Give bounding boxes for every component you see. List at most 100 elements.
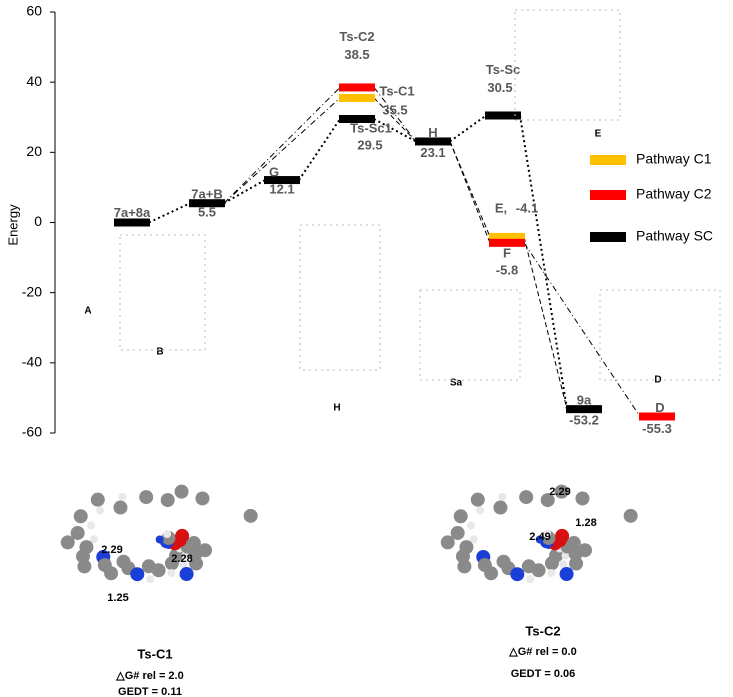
- atom: [163, 530, 172, 539]
- structure-label: Sa: [450, 378, 463, 389]
- atom: [164, 556, 179, 571]
- level-label: H: [428, 125, 437, 140]
- panel-title: Ts-C1: [137, 646, 172, 661]
- structure-label: A: [84, 306, 91, 317]
- atom: [540, 493, 555, 508]
- atom: [467, 521, 476, 530]
- atom: [139, 490, 154, 505]
- y-tick-label: -20: [22, 283, 42, 299]
- atom: [476, 506, 485, 515]
- atom: [543, 530, 552, 539]
- atom: [526, 575, 535, 584]
- connector: [373, 87, 417, 142]
- energy-level: [114, 218, 150, 227]
- level-label: 7a+8a: [114, 205, 151, 220]
- energy-level: [339, 93, 375, 102]
- atom: [113, 500, 128, 515]
- atom: [535, 535, 544, 544]
- legend-label: Pathway C1: [636, 151, 712, 167]
- structure-sketch: [119, 234, 206, 351]
- distance-label: 1.25: [107, 592, 128, 604]
- distance-label: 1.28: [575, 517, 596, 529]
- atom: [559, 566, 574, 581]
- panel-line: GEDT = 0.06: [511, 668, 576, 680]
- atom: [130, 567, 145, 582]
- panel-line: △G# rel = 2.0: [115, 670, 183, 682]
- atom: [186, 536, 201, 551]
- atom: [575, 491, 590, 506]
- atom: [440, 535, 455, 550]
- atom: [179, 566, 194, 581]
- atom: [498, 492, 507, 501]
- atom: [469, 535, 478, 544]
- distance-label: 2.28: [171, 553, 192, 565]
- atom: [559, 560, 568, 569]
- connector: [148, 202, 191, 224]
- atom: [73, 509, 88, 524]
- atom: [160, 493, 175, 508]
- distance-label: 2.29: [549, 486, 570, 498]
- energy-level: [489, 238, 525, 247]
- panel-line: GEDT = 0.11: [118, 686, 182, 697]
- energy-level: [639, 412, 675, 421]
- y-axis-label: Energy: [5, 204, 20, 246]
- atom: [457, 559, 472, 574]
- structure-label: H: [333, 403, 340, 414]
- connector: [223, 87, 341, 204]
- structure-sketch: [419, 289, 521, 381]
- atom: [555, 528, 570, 543]
- connector: [523, 236, 568, 410]
- connector: [449, 114, 487, 143]
- y-tick-label: 0: [34, 213, 42, 229]
- energy-level: [485, 111, 521, 120]
- value-label: 38.5: [344, 47, 369, 62]
- y-tick-label: -60: [22, 424, 42, 440]
- connector: [449, 141, 491, 244]
- atom: [70, 525, 85, 540]
- value-label: 35.5: [382, 102, 407, 117]
- atom: [167, 569, 176, 578]
- distance-label: 2.29: [101, 544, 122, 556]
- y-tick-label: 60: [26, 3, 42, 19]
- value-label: 5.5: [198, 205, 216, 220]
- atom: [453, 509, 468, 524]
- connector: [519, 115, 568, 410]
- atom: [519, 490, 534, 505]
- legend-swatch: [590, 190, 626, 200]
- atom: [60, 535, 75, 550]
- y-tick-label: -40: [22, 354, 42, 370]
- energy-level: [339, 83, 375, 92]
- value-label: -4.1: [516, 200, 538, 215]
- level-label: Ts-C1: [379, 83, 414, 98]
- legend-label: Pathway C2: [636, 186, 712, 202]
- atom: [198, 543, 213, 558]
- level-label: Ts-Sc: [486, 62, 520, 77]
- connector: [523, 242, 641, 417]
- atom: [510, 567, 525, 582]
- level-label: E,: [495, 200, 507, 215]
- energy-level: [566, 405, 602, 414]
- level-label: Ts-C2: [339, 29, 374, 44]
- connector: [373, 97, 417, 142]
- atom: [623, 508, 638, 523]
- atom: [484, 566, 499, 581]
- energy-level: [339, 115, 375, 124]
- atom: [87, 521, 96, 530]
- level-label: 9a: [577, 393, 592, 408]
- atom: [578, 543, 593, 558]
- value-label: 12.1: [269, 181, 294, 196]
- connector: [223, 97, 341, 204]
- molecules: [60, 484, 638, 584]
- atom: [104, 566, 119, 581]
- atom: [175, 528, 190, 543]
- legend-swatch: [590, 155, 626, 165]
- atom: [96, 506, 105, 515]
- value-label: 29.5: [357, 137, 382, 152]
- atom: [554, 484, 569, 499]
- atom: [155, 535, 164, 544]
- level-label: Ts-Sc1: [350, 120, 392, 135]
- y-tick-label: 20: [26, 143, 42, 159]
- atom: [118, 492, 127, 501]
- atom: [151, 563, 166, 578]
